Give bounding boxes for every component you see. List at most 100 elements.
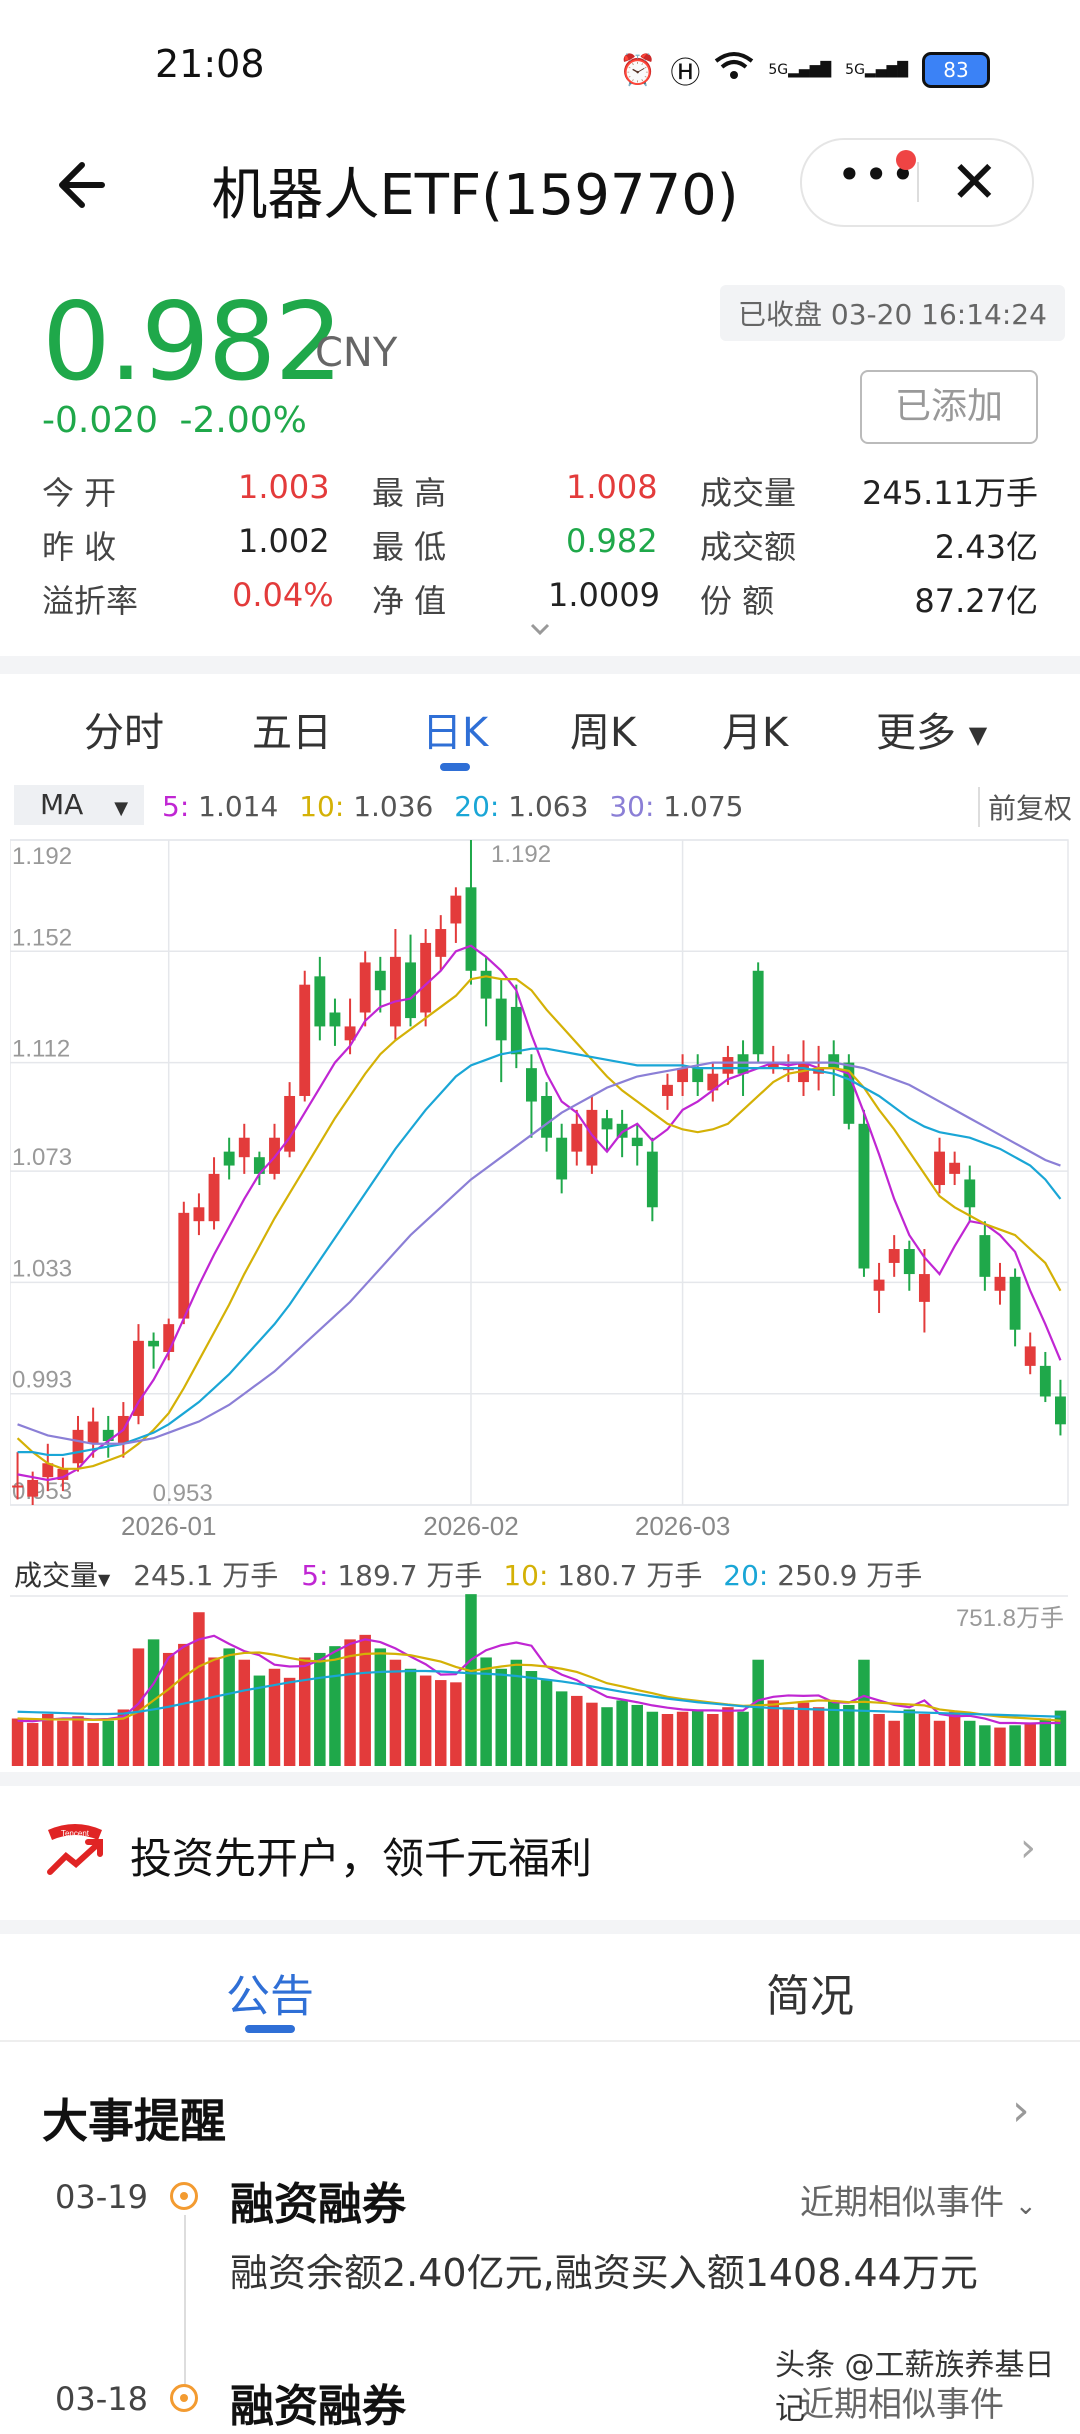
close-button[interactable]: ✕: [950, 148, 999, 216]
battery-icon: 83: [922, 52, 990, 88]
volume-bar: [752, 1659, 764, 1766]
volume-bar: [903, 1709, 916, 1766]
hd-icon: Ⓗ: [670, 56, 701, 91]
section-divider: [0, 1920, 1080, 1934]
volume-bar: [102, 1720, 114, 1766]
volume-ma10-line: [17, 1651, 1061, 1722]
tab-announcements[interactable]: 公告: [226, 1971, 314, 2022]
volume-bar: [117, 1709, 130, 1766]
volume-bar: [873, 1713, 885, 1766]
volume-bar: [691, 1709, 704, 1766]
volume-bar: [253, 1675, 266, 1766]
volume-bar: [540, 1680, 553, 1766]
candle-body: [1009, 1276, 1021, 1330]
tab-five-day[interactable]: 五日: [252, 710, 332, 756]
price-adjust-selector[interactable]: 前复权: [978, 787, 1072, 827]
candle-body: [1055, 1396, 1066, 1425]
volume-bar: [827, 1700, 840, 1766]
candle-body: [87, 1421, 99, 1444]
volume-bar: [480, 1657, 492, 1766]
volume-indicator-selector[interactable]: 成交量▼: [14, 1559, 110, 1592]
candle-body: [495, 998, 507, 1041]
vol-ma10-value: 180.7 万手: [557, 1559, 703, 1592]
candle-body: [420, 942, 432, 1013]
volume-bar: [329, 1646, 341, 1766]
watermark: 头条 @工薪族养基日记: [775, 2348, 1055, 2427]
low-value: 0.982: [566, 522, 658, 560]
5g-signal-icon: 5G▂▄▆█: [768, 62, 832, 78]
chevron-right-icon[interactable]: ›: [1012, 2085, 1030, 2136]
chevron-right-icon[interactable]: ›: [1020, 1825, 1036, 1871]
max-price-label: 1.192: [491, 841, 551, 868]
volume-bar: [812, 1707, 825, 1766]
volume-bar: [193, 1612, 205, 1766]
timeline-line: [184, 2215, 186, 2405]
candle-body: [374, 970, 386, 991]
volume-header: 成交量▼ 245.1 万手 5: 189.7 万手 10: 180.7 万手 2…: [14, 1554, 922, 1594]
volume-bar: [419, 1675, 432, 1766]
promo-banner[interactable]: Tencent: [0, 1780, 1080, 1920]
ma10-key: 10:: [299, 790, 345, 823]
ma-values: 5: 1.014 10: 1.036 20: 1.063 30: 1.075: [162, 790, 743, 823]
stat-label: 份 额: [700, 582, 775, 620]
candle-body: [918, 1274, 930, 1302]
vol-ma5-value: 189.7 万手: [337, 1559, 483, 1592]
kline-chart[interactable]: 1.192 1.152 1.112 1.073 1.033 0.993 0.953 2026-…: [10, 830, 1070, 1550]
volume-bar: [1024, 1723, 1036, 1766]
tab-overview[interactable]: 简况: [766, 1971, 854, 2022]
volume-bar: [223, 1648, 235, 1766]
promo-text[interactable]: 投资先开户，领千元福利: [130, 1834, 593, 1883]
tab-monthly-k[interactable]: 月K: [722, 710, 789, 756]
candle-body: [601, 1118, 613, 1130]
volume-bar: [374, 1648, 387, 1766]
tab-intraday[interactable]: 分时: [84, 710, 164, 756]
turnover-value: 2.43亿: [934, 528, 1038, 566]
volume-bar: [979, 1725, 991, 1766]
tab-daily-k[interactable]: 日K: [422, 710, 489, 756]
volume-bar: [525, 1671, 538, 1766]
event-title[interactable]: 融资融券: [230, 2381, 406, 2432]
candle-body: [541, 1095, 552, 1138]
volume-bar: [344, 1639, 356, 1766]
volume-bar: [797, 1702, 810, 1766]
candle-body: [767, 1062, 779, 1069]
status-icons: ⏰ Ⓗ 5G▂▄▆█ 5G▂▄▆█ 83: [619, 48, 990, 92]
event-date: 03-19: [55, 2178, 148, 2216]
candle-body: [994, 1276, 1006, 1291]
tab-divider: [0, 2040, 1080, 2042]
candle-body: [752, 970, 764, 1055]
tab-weekly-k[interactable]: 周K: [570, 710, 637, 756]
candle-body: [510, 1006, 522, 1055]
similar-events-link[interactable]: 近期相似事件 ⌄: [800, 2175, 1037, 2224]
volume-bar: [571, 1695, 583, 1766]
candle-body: [631, 1137, 643, 1147]
candle-body: [677, 1068, 689, 1083]
chevron-down-icon[interactable]: [520, 615, 560, 645]
volume-bar: [238, 1659, 251, 1766]
x-tick-label: 2026-03: [635, 1511, 730, 1541]
candle-body: [1039, 1365, 1051, 1397]
candle-body: [692, 1068, 704, 1083]
volume-bar: [510, 1659, 523, 1766]
candle-body: [646, 1151, 658, 1208]
tab-more[interactable]: 更多 ▼: [876, 700, 987, 758]
event-title[interactable]: 融资融券: [230, 2179, 406, 2230]
premium-value: 0.04%: [232, 576, 334, 614]
volume-bar: [26, 1723, 39, 1766]
stat-label: 溢折率: [42, 582, 139, 620]
candle-body: [858, 1123, 870, 1269]
volume-chart[interactable]: 751.8万手: [10, 1592, 1070, 1772]
volume-value: 245.11万手: [862, 474, 1038, 512]
indicator-selector[interactable]: MA ▼: [14, 785, 144, 825]
candle-body: [1024, 1346, 1036, 1366]
volume-bar: [933, 1720, 946, 1766]
event-description: 融资余额2.40亿元,融资买入额1408.44万元: [230, 2251, 978, 2295]
y-tick-label: 1.152: [12, 924, 72, 951]
volume-bar: [601, 1707, 613, 1766]
section-divider: [0, 1772, 1080, 1786]
ma30-key: 30:: [609, 790, 655, 823]
candle-body: [238, 1137, 250, 1158]
added-to-watchlist-button[interactable]: 已添加: [860, 370, 1038, 444]
back-button[interactable]: [50, 150, 120, 220]
current-price: 0.982: [42, 280, 343, 405]
